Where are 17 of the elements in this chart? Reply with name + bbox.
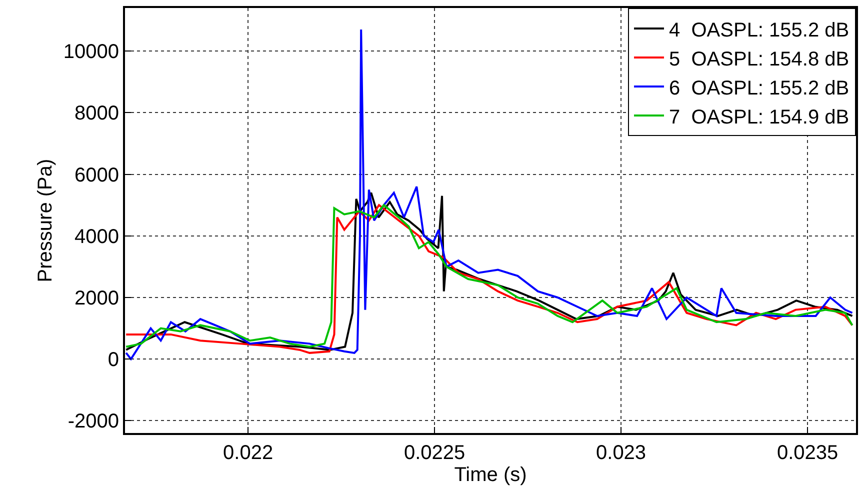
x-tick-label: 0.023 [596,442,646,464]
x-axis-title: Time (s) [454,464,527,486]
y-axis-title: Pressure (Pa) [34,158,56,282]
y-tick-label: 0 [108,349,119,372]
legend-label: 4 OASPL: 155.2 dB [669,19,850,42]
y-tick-label: 2000 [74,287,119,310]
x-tick-label: 0.022 [223,442,274,464]
y-tick-label: 8000 [74,102,119,125]
y-tick-label: 10000 [63,41,119,64]
y-tick-label: 6000 [74,164,119,186]
y-tick-label: -2000 [68,410,119,433]
y-tick-label: 4000 [74,226,119,248]
x-tick-label: 0.0225 [404,442,466,464]
legend-label: 7 OASPL: 154.9 dB [669,106,850,128]
legend-label: 6 OASPL: 155.2 dB [669,77,850,100]
legend-label: 5 OASPL: 154.8 dB [669,48,850,70]
x-tick-label: 0.0235 [776,442,838,464]
